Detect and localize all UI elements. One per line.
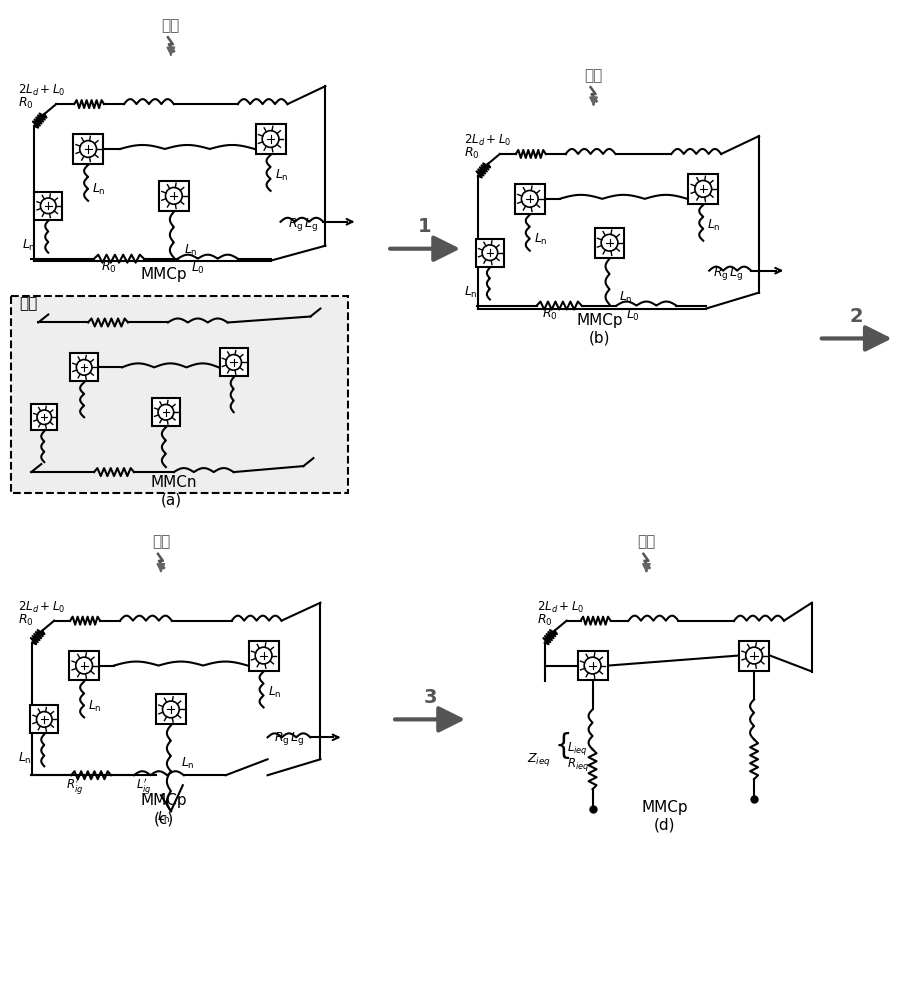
Circle shape [584,657,601,674]
Bar [255,124,285,154]
Text: MMCp: MMCp [641,800,688,815]
Circle shape [76,657,92,674]
Bar [594,228,624,258]
Bar [69,651,99,680]
Circle shape [80,141,97,157]
Text: $L_{\mathrm{n}}$: $L_{\mathrm{n}}$ [267,684,281,700]
Text: 故障: 故障 [637,534,656,549]
Text: 忽略: 忽略 [19,297,37,312]
Circle shape [37,410,52,424]
Circle shape [695,180,711,197]
Text: 故障: 故障 [162,18,180,33]
Text: 2: 2 [850,307,863,326]
Text: $L_0$: $L_0$ [191,261,205,276]
Text: 故障: 故障 [152,534,170,549]
Text: MMCn: MMCn [150,475,198,490]
Text: $R_0$: $R_0$ [18,613,34,628]
Bar [34,192,63,220]
Circle shape [76,360,92,375]
Bar [515,184,545,214]
Text: $2L_d+L_0$: $2L_d+L_0$ [464,133,511,148]
Bar [70,353,98,381]
Bar [32,404,57,430]
Circle shape [158,404,174,420]
Text: $L_{\mathrm{n}}$: $L_{\mathrm{n}}$ [275,168,288,183]
Text: $L_{\mathrm{n}}$: $L_{\mathrm{n}}$ [464,285,477,300]
FancyBboxPatch shape [12,296,348,493]
Bar [689,174,718,204]
Text: $R_\mathrm{g}\,L_\mathrm{g}$: $R_\mathrm{g}\,L_\mathrm{g}$ [274,730,304,747]
Bar [159,181,188,211]
Text: $L^{\prime}_{ig}$: $L^{\prime}_{ig}$ [136,776,151,796]
Text: MMCp: MMCp [576,313,622,328]
Circle shape [166,187,182,204]
Text: $R_0$: $R_0$ [542,307,557,322]
Text: $R_0$: $R_0$ [101,260,117,275]
Circle shape [521,190,538,207]
Text: $R_0$: $R_0$ [536,613,553,628]
Text: MMCp: MMCp [140,793,188,808]
Circle shape [746,647,763,664]
Text: $R_\mathrm{g}\,L_\mathrm{g}$: $R_\mathrm{g}\,L_\mathrm{g}$ [287,216,318,233]
Circle shape [41,198,56,214]
Text: $R_0$: $R_0$ [464,146,479,161]
Text: (c): (c) [154,811,174,826]
Text: 3: 3 [423,688,437,707]
Text: $L_{\mathrm{n}}$: $L_{\mathrm{n}}$ [620,290,633,305]
Circle shape [602,234,618,251]
Text: $R_{ieq}$: $R_{ieq}$ [566,756,589,773]
Text: $L_{\mathrm{n}}$: $L_{\mathrm{n}}$ [708,218,721,233]
Bar [476,239,504,267]
Text: $2L_d+L_0$: $2L_d+L_0$ [18,600,65,615]
Text: 1: 1 [419,217,432,236]
Text: $R^{\prime}_{ig}$: $R^{\prime}_{ig}$ [66,776,83,796]
Text: (a): (a) [160,493,181,508]
Text: (d): (d) [653,817,675,832]
Bar [152,398,179,426]
Bar [220,348,247,376]
Text: $L_{ieq}$: $L_{ieq}$ [566,740,587,757]
Text: $L_{\mathrm{n}}$: $L_{\mathrm{n}}$ [534,232,547,247]
Circle shape [162,701,179,718]
Bar [739,641,769,671]
Text: 故障: 故障 [584,68,602,83]
Text: $L_{\mathrm{n}}$: $L_{\mathrm{n}}$ [92,182,106,197]
Text: $2L_d+L_0$: $2L_d+L_0$ [18,83,65,98]
Text: $Z_{ieq}$: $Z_{ieq}$ [526,751,551,768]
Text: $R_\mathrm{g}\,L_\mathrm{g}$: $R_\mathrm{g}\,L_\mathrm{g}$ [713,265,744,282]
Circle shape [255,647,272,664]
Bar [578,651,608,680]
Text: (b): (b) [589,330,611,345]
Bar [73,134,103,164]
Bar [30,705,58,733]
Text: $2L_d+L_0$: $2L_d+L_0$ [536,600,584,615]
Bar [156,694,186,724]
Bar [248,641,278,671]
Text: $L_{\mathrm{n}}$: $L_{\mathrm{n}}$ [184,243,198,258]
Circle shape [482,245,497,261]
Text: $L_{\mathrm{n}}$: $L_{\mathrm{n}}$ [181,756,195,771]
Text: $L_{\mathrm{n}}$: $L_{\mathrm{n}}$ [18,751,32,766]
Circle shape [226,355,242,370]
Text: MMCp: MMCp [140,267,188,282]
Text: $L_0$: $L_0$ [626,308,641,323]
Text: $L_{\mathrm{n}}$: $L_{\mathrm{n}}$ [88,698,101,714]
Text: {: { [554,732,573,760]
Text: $R_0$: $R_0$ [18,96,34,111]
Text: $L_{\mathrm{n}}$: $L_{\mathrm{n}}$ [23,238,36,253]
Circle shape [36,712,52,727]
Circle shape [262,131,279,147]
Text: $L_{\mathrm{n}}$: $L_{\mathrm{n}}$ [157,810,170,825]
